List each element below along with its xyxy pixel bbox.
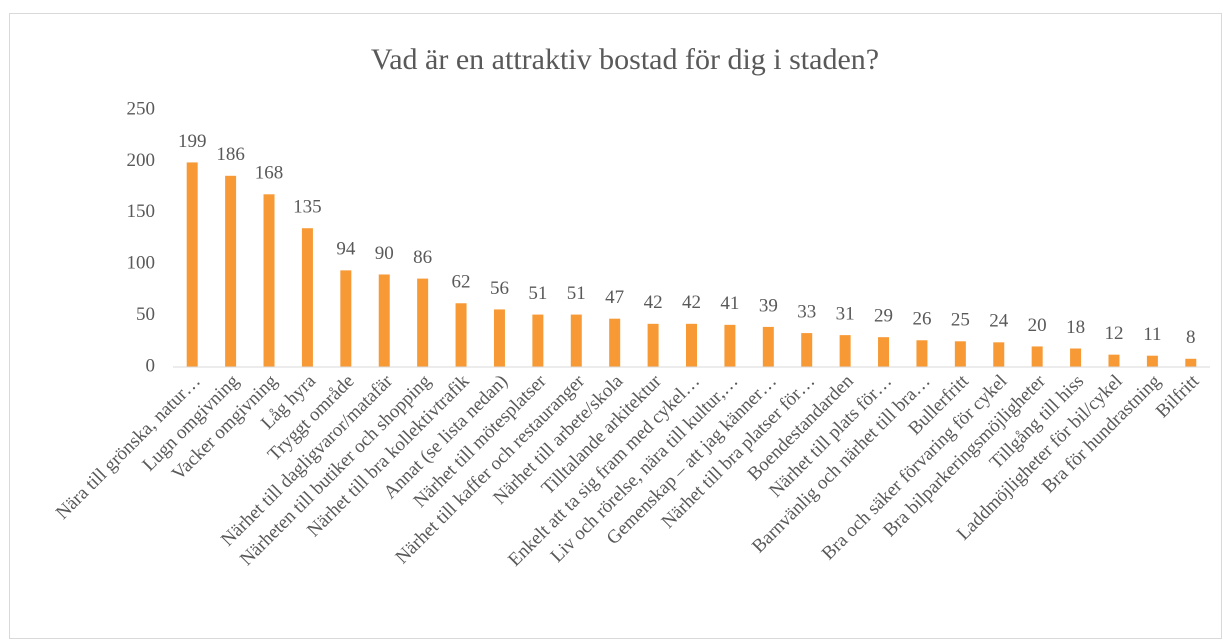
bar (609, 318, 621, 367)
data-label: 18 (1066, 317, 1085, 338)
bar (455, 303, 467, 367)
data-label: 186 (216, 144, 245, 165)
data-label: 11 (1143, 324, 1161, 345)
data-label: 135 (293, 197, 322, 218)
bar (417, 278, 429, 367)
data-label: 20 (1028, 315, 1047, 336)
data-label: 33 (797, 301, 816, 322)
data-label: 90 (375, 243, 394, 264)
bar (1185, 358, 1197, 367)
chart-title: Vad är en attraktiv bostad för dig i sta… (371, 43, 879, 76)
bar (532, 314, 544, 367)
bar (801, 333, 813, 367)
data-label: 51 (567, 283, 586, 304)
data-label: 199 (178, 131, 207, 152)
bar (186, 162, 198, 367)
y-tick-label: 0 (146, 355, 156, 376)
y-tick-label: 200 (127, 150, 156, 171)
data-label: 8 (1186, 327, 1196, 348)
bar (378, 274, 390, 367)
data-label: 12 (1104, 323, 1123, 344)
data-label: 25 (951, 310, 970, 331)
data-label: 39 (759, 295, 778, 316)
y-tick-label: 250 (127, 98, 156, 119)
data-label: 168 (255, 163, 284, 184)
bar (493, 309, 505, 367)
data-label: 29 (874, 306, 893, 327)
bar (839, 335, 851, 367)
data-label: 41 (720, 293, 739, 314)
bar (686, 323, 697, 367)
y-tick-label: 150 (127, 201, 156, 222)
y-tick-label: 50 (136, 304, 155, 325)
data-label: 24 (989, 311, 1009, 332)
bar (1146, 355, 1158, 367)
bar (301, 228, 313, 367)
bar (647, 323, 659, 367)
bar (762, 326, 774, 367)
bar (954, 341, 966, 367)
bar (263, 194, 275, 367)
data-label: 42 (682, 292, 701, 313)
bar (570, 314, 582, 367)
bar (993, 342, 1005, 367)
data-label: 94 (336, 239, 356, 260)
bar (878, 337, 890, 367)
bar (1070, 348, 1082, 367)
y-tick-label: 100 (127, 253, 156, 274)
bar (1108, 354, 1120, 367)
bar (225, 175, 237, 367)
data-label: 26 (912, 309, 931, 330)
bar (1031, 346, 1043, 367)
data-label: 56 (490, 278, 509, 299)
data-label: 51 (528, 283, 547, 304)
bar (724, 324, 736, 367)
data-label: 42 (644, 292, 663, 313)
data-label: 31 (836, 303, 855, 324)
bar (916, 340, 928, 367)
data-label: 86 (413, 247, 432, 268)
bar (340, 270, 352, 367)
data-label: 47 (605, 287, 624, 308)
data-label: 62 (452, 272, 471, 293)
